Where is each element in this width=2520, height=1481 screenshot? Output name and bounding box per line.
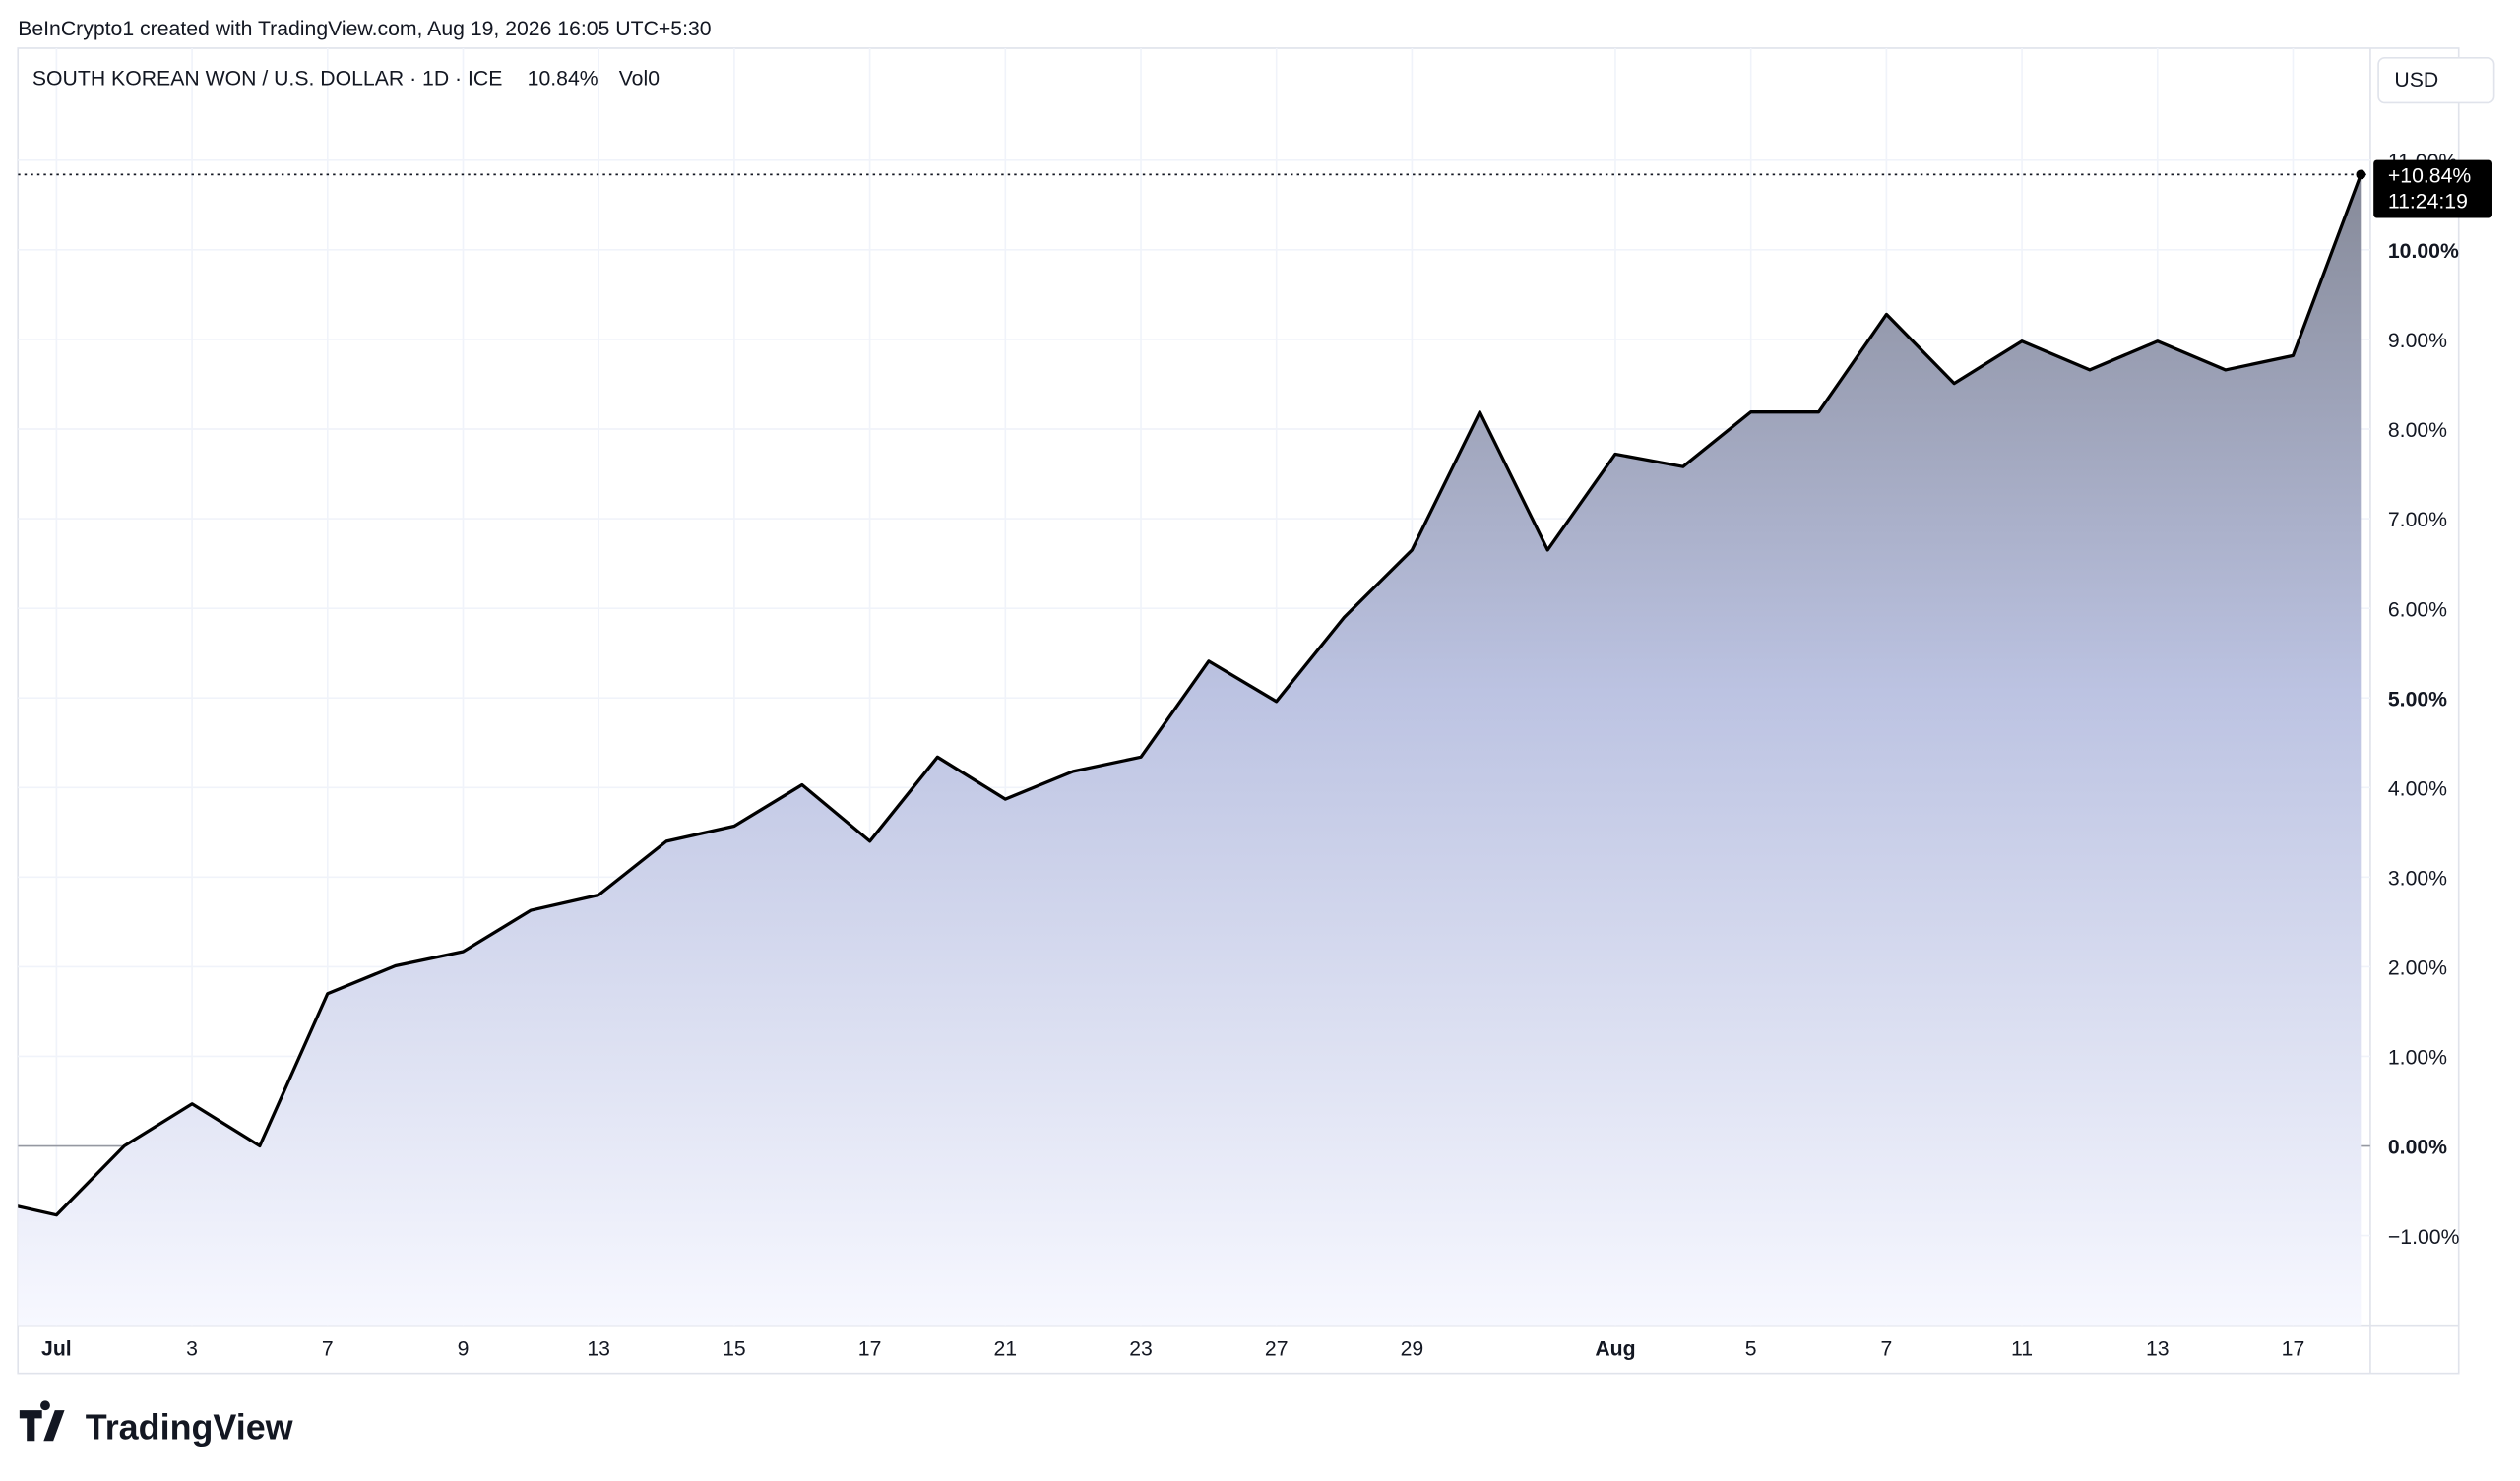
plot — [18, 173, 2370, 1326]
last-label-countdown: 11:24:19 — [2388, 191, 2468, 214]
x-tick-label: Jul — [41, 1338, 72, 1361]
x-tick-label: 5 — [1745, 1338, 1757, 1361]
y-tick-label: 4.00% — [2388, 777, 2447, 800]
x-tick-label: 27 — [1265, 1338, 1289, 1361]
last-label-price: +10.84% — [2388, 165, 2471, 188]
y-tick-label: 2.00% — [2388, 957, 2447, 980]
x-tick-label: 7 — [322, 1338, 334, 1361]
x-tick-label: 11 — [2011, 1338, 2033, 1361]
x-tick-label: 13 — [2146, 1338, 2170, 1361]
x-tick-label: 15 — [723, 1338, 746, 1361]
x-tick-label: 17 — [2282, 1338, 2305, 1361]
y-tick-label: 7.00% — [2388, 509, 2447, 531]
y-tick-label: 0.00% — [2388, 1137, 2447, 1159]
axes: −1.00% 0.00% 1.00% 2.00% 3.00% 4.00% 5.00% 6.00… — [41, 151, 2460, 1361]
y-tick-label: 6.00% — [2388, 598, 2447, 621]
last-label-box — [2373, 159, 2492, 218]
x-tick-label: 7 — [1880, 1338, 1892, 1361]
x-tick-label: Aug — [1595, 1338, 1635, 1361]
x-tick-label: 23 — [1129, 1338, 1153, 1361]
x-tick-label: 3 — [186, 1338, 198, 1361]
legend-last: 10.84% — [528, 68, 598, 91]
y-tick-label: 10.00% — [2388, 240, 2459, 263]
area-fill — [18, 174, 2362, 1326]
y-tick-label: 5.00% — [2388, 688, 2447, 710]
price-line — [18, 173, 2362, 1217]
credit: BeInCrypto1 created with TradingView.com… — [18, 18, 711, 40]
logo-mark — [19, 1400, 65, 1442]
y-tick-label: 1.00% — [2388, 1047, 2447, 1070]
logo-text: TradingView — [86, 1407, 293, 1448]
legend: SOUTH KOREAN WON / U.S. DOLLAR · 1D · IC… — [32, 68, 660, 91]
last-price-label: +10.84% 11:24:19 — [2373, 159, 2492, 218]
currency-button[interactable] — [2377, 56, 2495, 104]
x-tick-label: 17 — [858, 1338, 882, 1361]
y-tick-label: 3.00% — [2388, 867, 2447, 890]
y-tick-label: 8.00% — [2388, 419, 2447, 442]
x-tick-label: 9 — [458, 1338, 470, 1361]
y-tick-label: −1.00% — [2388, 1226, 2460, 1249]
last-point — [2356, 169, 2366, 180]
legend-volume: Vol0 — [619, 68, 660, 91]
x-tick-label: 29 — [1401, 1338, 1424, 1361]
currency[interactable]: USD — [2394, 69, 2438, 92]
x-tick-label: 21 — [994, 1338, 1018, 1361]
y-tick-label: 9.00% — [2388, 330, 2447, 352]
logo: TradingView — [19, 1400, 293, 1448]
x-tick-label: 13 — [587, 1338, 610, 1361]
legend-symbol: SOUTH KOREAN WON / U.S. DOLLAR · 1D · IC… — [32, 68, 502, 91]
chart-frame — [17, 47, 2460, 1375]
